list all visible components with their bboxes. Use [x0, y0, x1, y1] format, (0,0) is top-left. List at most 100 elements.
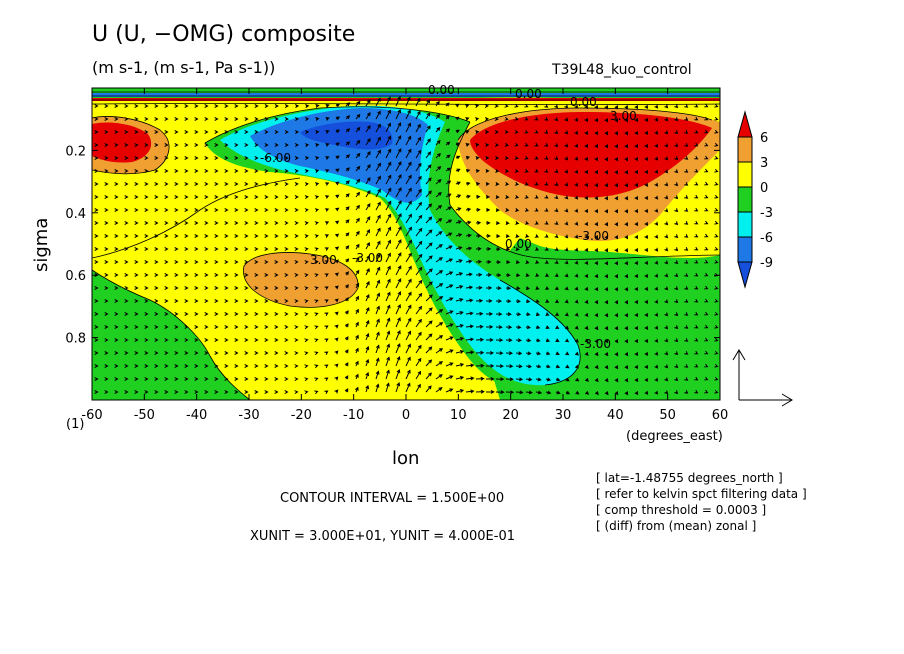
- wind-vector: [305, 130, 310, 135]
- wind-vector: [505, 338, 513, 343]
- wind-vector: [184, 312, 189, 316]
- wind-vector: [504, 103, 509, 108]
- wind-vector: [574, 234, 579, 239]
- wind-vector: [94, 195, 99, 199]
- wind-vector: [214, 312, 219, 316]
- wind-vector: [445, 258, 454, 263]
- wind-vector: [654, 325, 659, 330]
- wind-vector: [445, 310, 454, 315]
- wind-vector: [184, 169, 189, 173]
- wind-vector: [405, 291, 412, 302]
- wind-vector: [274, 351, 279, 355]
- wind-vector: [494, 103, 499, 108]
- wind-vector: [324, 364, 329, 369]
- wind-vector: [724, 117, 727, 120]
- wind-vector: [355, 334, 359, 341]
- wind-vector: [704, 376, 709, 381]
- wind-vector: [134, 273, 139, 277]
- wind-vector: [345, 297, 349, 302]
- wind-vector: [385, 317, 391, 328]
- wind-vector: [495, 312, 503, 317]
- wind-vector: [244, 299, 249, 303]
- wind-vector: [515, 325, 522, 330]
- wind-vector: [164, 169, 169, 173]
- wind-vector: [214, 143, 219, 147]
- wind-vector: [274, 195, 279, 199]
- wind-vector: [174, 325, 179, 329]
- wind-vector: [674, 260, 679, 265]
- wind-vector: [344, 362, 349, 367]
- wind-vector: [664, 338, 669, 343]
- wind-vector: [465, 363, 475, 368]
- wind-vector: [664, 273, 669, 278]
- wind-vector: [405, 187, 412, 198]
- wind-vector: [304, 156, 310, 161]
- wind-vector: [144, 156, 149, 160]
- wind-vector: [485, 143, 490, 147]
- wind-vector: [475, 246, 482, 251]
- wind-vector: [415, 357, 422, 367]
- wind-vector: [345, 115, 351, 120]
- wind-vector: [684, 285, 689, 290]
- wind-vector: [224, 273, 229, 277]
- wind-vector: [214, 182, 219, 186]
- wind-vector: [134, 247, 139, 251]
- wind-vector: [564, 104, 569, 109]
- wind-vector: [264, 195, 269, 199]
- wind-vector: [624, 222, 629, 227]
- wind-vector: [694, 129, 699, 134]
- wind-vector: [184, 247, 189, 251]
- wind-vector: [405, 382, 411, 393]
- contour-line: [457, 107, 713, 141]
- wind-vector: [604, 248, 609, 253]
- wind-vector: [684, 220, 689, 225]
- wind-vector: [154, 247, 159, 251]
- x-tick-label: 40: [607, 408, 624, 423]
- wind-vector: [694, 207, 699, 212]
- wind-vector: [584, 351, 589, 356]
- vector-units-text: XUNIT = 3.000E+01, YUNIT = 4.000E-01: [250, 529, 515, 544]
- wind-vector: [355, 243, 360, 250]
- wind-vector: [564, 169, 569, 174]
- wind-vector: [104, 169, 109, 173]
- wind-vector: [544, 129, 549, 134]
- wind-vector: [335, 129, 341, 134]
- wind-vector: [114, 182, 119, 186]
- wind-vector: [204, 156, 209, 160]
- wind-vector: [495, 155, 500, 160]
- wind-vector: [174, 351, 179, 355]
- wind-vector: [284, 338, 289, 343]
- wind-vector: [224, 234, 229, 238]
- wind-vector: [564, 195, 569, 200]
- wind-vector: [375, 162, 381, 172]
- wind-vector: [365, 228, 371, 237]
- wind-vector: [184, 390, 189, 394]
- wind-vector: [134, 260, 139, 264]
- wind-vector: [644, 234, 649, 239]
- wind-vector: [124, 208, 129, 212]
- wind-vector: [634, 261, 639, 266]
- wind-vector: [604, 261, 609, 266]
- chart-title: U (U, −OMG) composite: [92, 22, 356, 47]
- wind-vector: [405, 369, 411, 380]
- wind-vector: [465, 181, 471, 186]
- wind-vector: [94, 325, 99, 329]
- wind-vector: [714, 298, 719, 303]
- wind-vector: [475, 130, 480, 134]
- wind-vector: [344, 323, 349, 328]
- wind-vector: [254, 364, 259, 368]
- wind-vector: [304, 195, 309, 200]
- wind-vector: [624, 313, 629, 318]
- wind-vector: [204, 351, 209, 355]
- wind-vector: [535, 377, 542, 382]
- wind-vector: [104, 377, 109, 381]
- wind-vector: [164, 234, 169, 238]
- wind-vector: [544, 182, 549, 186]
- wind-vector: [654, 195, 659, 200]
- wind-vector: [495, 221, 501, 225]
- wind-vector: [485, 285, 493, 290]
- wind-vector: [335, 116, 340, 121]
- wind-vector: [124, 221, 129, 225]
- x-tick-label: 0: [402, 408, 410, 423]
- wind-vector: [684, 181, 689, 186]
